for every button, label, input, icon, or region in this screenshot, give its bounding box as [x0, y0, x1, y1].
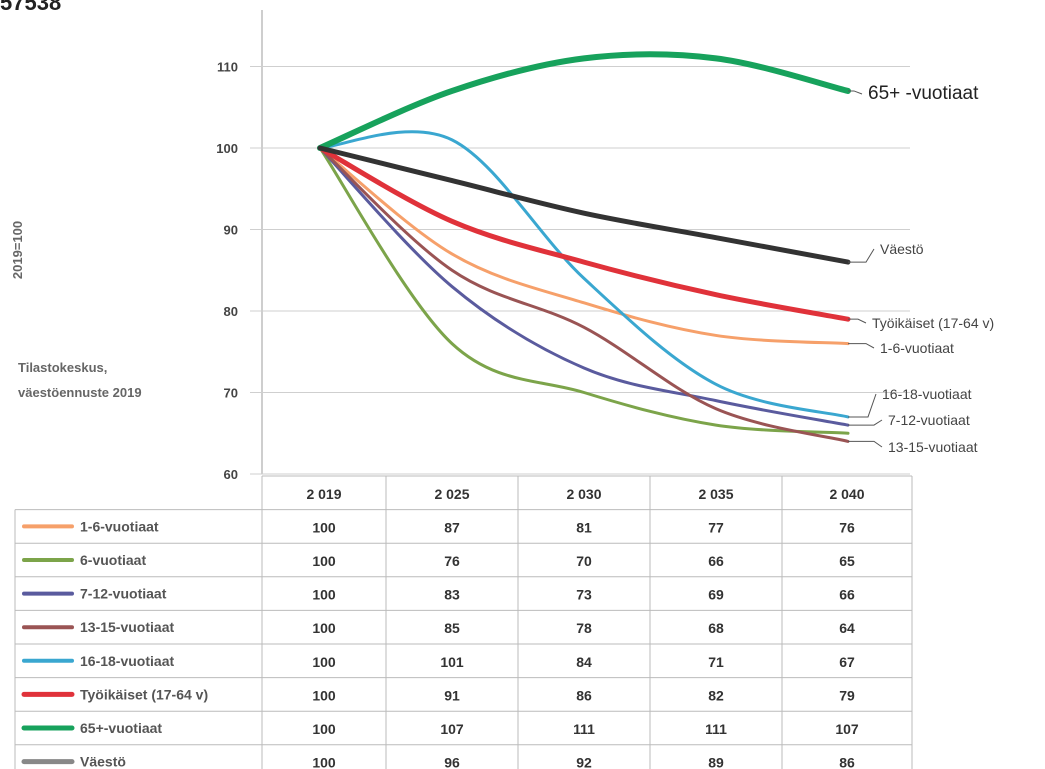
end-label: 65+ -vuotiaat: [868, 83, 979, 104]
end-label-leader: [848, 393, 877, 418]
data-table: 2 019 2 025 2 030 2 035 2 040 1-6-vuotiaat 100…: [14, 475, 913, 769]
table-row-label: 6-vuotiaat: [80, 552, 146, 568]
table-cell: 78: [576, 620, 592, 636]
table-cell: 66: [708, 553, 724, 569]
y-tick-label: 60: [224, 467, 238, 482]
table-cell: 100: [312, 553, 336, 569]
table-cell: 111: [705, 721, 727, 737]
y-tick-label: 100: [216, 141, 238, 156]
end-label-leader: [848, 90, 863, 95]
table-cell: 96: [444, 755, 460, 769]
table-header-cell: 2 019: [306, 486, 341, 502]
table-row-label: 7-12-vuotiaat: [80, 586, 167, 602]
table-cell: 65: [839, 553, 855, 569]
series-line-5: [317, 145, 851, 322]
y-tick-label: 70: [224, 386, 238, 401]
table-cell: 100: [312, 755, 336, 769]
table-cell: 68: [708, 620, 724, 636]
table-cell: 92: [576, 755, 592, 769]
end-label-leader: [848, 248, 875, 263]
table-cell: 64: [839, 620, 855, 636]
table-cell: 100: [312, 721, 336, 737]
end-label: Työikäiset (17-64 v): [872, 315, 994, 331]
end-label: 13-15-vuotiaat: [888, 439, 978, 455]
table-cell: 100: [312, 620, 336, 636]
series-line-7: [317, 145, 851, 265]
table-header-cell: 2 025: [434, 486, 469, 502]
end-label: 1-6-vuotiaat: [880, 340, 954, 356]
table-row-label: Väestö: [80, 754, 126, 769]
table-cell: 86: [839, 755, 855, 769]
end-label-leader: [848, 419, 883, 426]
end-label-leader: [848, 318, 867, 324]
table-cell: 86: [576, 687, 592, 703]
table-cell: 100: [312, 654, 336, 670]
table-cell: 100: [312, 587, 336, 603]
table-cell: 79: [839, 687, 855, 703]
y-tick-label: 90: [224, 223, 238, 238]
series-line-2: [318, 146, 850, 427]
source-note-line-1: Tilastokeskus,: [18, 360, 107, 375]
table-cell: 91: [444, 687, 460, 703]
table-header-cell: 2 035: [698, 486, 733, 502]
series-line-4: [318, 130, 850, 419]
table-header-cell: 2 030: [566, 486, 601, 502]
end-label: Väestö: [880, 241, 924, 257]
table-cell: 89: [708, 755, 724, 769]
table-cell: 82: [708, 687, 724, 703]
source-note-line-2: väestöennuste 2019: [18, 385, 142, 400]
table-row-label: 16-18-vuotiaat: [80, 653, 174, 669]
end-label: 16-18-vuotiaat: [882, 386, 972, 402]
table-cell: 85: [444, 620, 460, 636]
table-cell: 111: [573, 721, 595, 737]
table-cell: 70: [576, 553, 592, 569]
table-cell: 107: [440, 721, 464, 737]
table-cell: 77: [708, 519, 724, 535]
series-line-3: [318, 146, 850, 443]
table-cell: 73: [576, 587, 592, 603]
table-cell: 101: [440, 654, 464, 670]
table-cell: 76: [839, 519, 855, 535]
table-cell: 100: [312, 519, 336, 535]
table-header-cell: 2 040: [829, 486, 864, 502]
end-label-leader: [848, 440, 883, 448]
end-label-leader: [848, 343, 875, 349]
table-cell: 100: [312, 687, 336, 703]
table-cell: 84: [576, 654, 592, 670]
table-row-label: 65+-vuotiaat: [80, 720, 162, 736]
top-fragment: 57538: [0, 0, 62, 15]
end-labels: 1-6-vuotiaat 7-12-vuotiaat 13-15-vuotiaat 1…: [848, 83, 994, 455]
table-cell: 87: [444, 519, 460, 535]
table-cell: 66: [839, 587, 855, 603]
series-lines: [317, 51, 851, 443]
table-cell: 81: [576, 519, 592, 535]
y-tick-label: 110: [217, 60, 238, 75]
table-cell: 76: [444, 553, 460, 569]
series-line-6: [317, 51, 851, 151]
table-row-label: Työikäiset (17-64 v): [80, 686, 208, 702]
series-line-1: [318, 146, 850, 435]
y-axis-label: 2019=100: [10, 221, 25, 279]
table-cell: 69: [708, 587, 724, 603]
table-cell: 71: [708, 654, 724, 670]
series-line-0: [318, 146, 850, 346]
table-cell: 107: [835, 721, 859, 737]
y-tick-labels: 60 70 80 90 100 110: [216, 60, 238, 483]
end-label: 7-12-vuotiaat: [888, 412, 970, 428]
table-row-label: 1-6-vuotiaat: [80, 518, 159, 534]
table-cell: 83: [444, 587, 460, 603]
table-cell: 67: [839, 654, 855, 670]
y-tick-label: 80: [224, 304, 238, 319]
table-row-label: 13-15-vuotiaat: [80, 619, 174, 635]
